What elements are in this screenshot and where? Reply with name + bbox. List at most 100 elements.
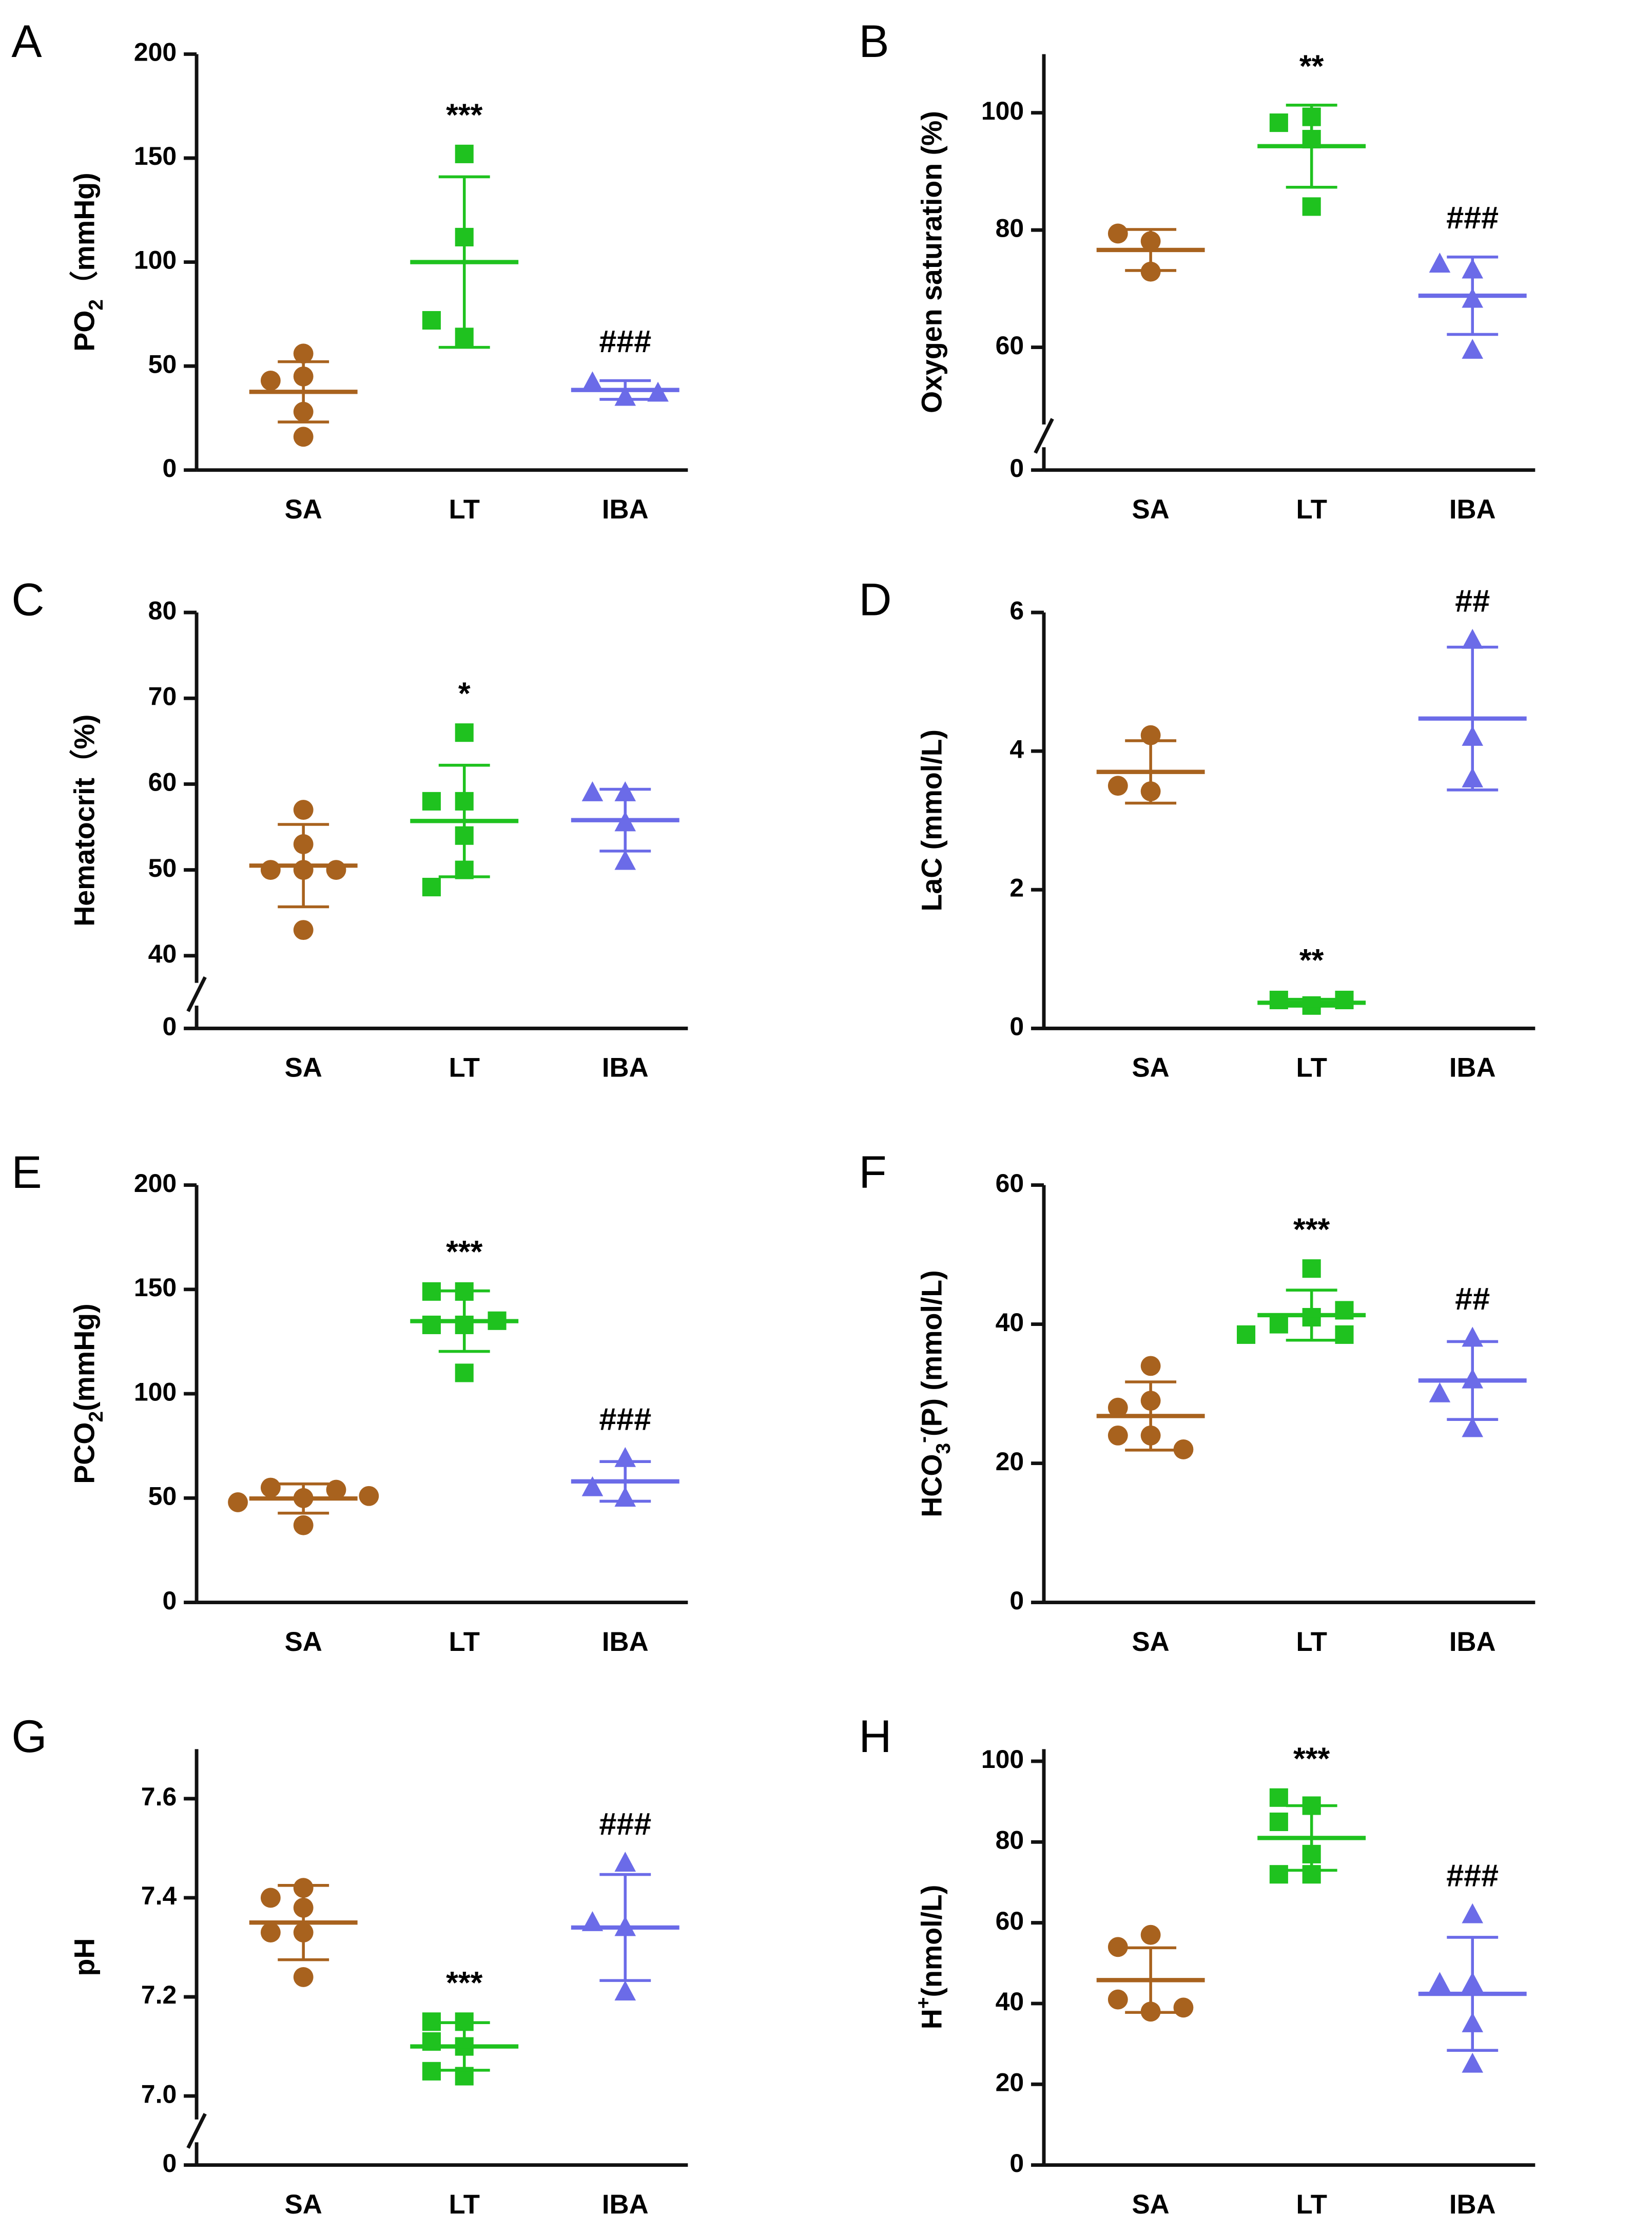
y-tick-label: 7.2 [141, 1980, 177, 2009]
data-point [293, 1515, 314, 1535]
data-point [1140, 1356, 1161, 1376]
data-point [1140, 1925, 1161, 1945]
y-tick-label: 20 [996, 2068, 1024, 2096]
y-tick-label: 150 [134, 142, 177, 170]
y-axis-label-part: PO [68, 311, 100, 352]
data-point [1269, 1788, 1288, 1807]
data-point [1107, 1937, 1128, 1957]
panel-label: C [11, 574, 44, 625]
x-tick-label: LT [1296, 494, 1327, 525]
x-tick-label: SA [285, 2189, 322, 2220]
x-tick-label: IBA [602, 2189, 649, 2220]
y-axis-label-part: HCO [916, 1454, 947, 1517]
data-point [260, 1922, 281, 1942]
y-axis-label-part: + [912, 1997, 935, 2009]
y-tick-label: 0 [1009, 454, 1024, 483]
data-point [581, 1476, 604, 1496]
data-point [422, 2062, 441, 2081]
data-point [260, 371, 281, 391]
x-tick-label: SA [1132, 1053, 1170, 1083]
y-axis-label: LaC (mmol/L) [916, 729, 947, 911]
data-point [293, 920, 314, 940]
data-point [1335, 990, 1354, 1010]
x-tick-label: IBA [1449, 494, 1496, 525]
data-point [422, 792, 441, 811]
x-tick-label: LT [449, 2189, 479, 2220]
panel-label: G [11, 1711, 47, 1762]
axis-break [186, 976, 207, 1012]
data-point [1269, 1865, 1288, 1884]
data-point [455, 723, 474, 742]
significance-label: ### [599, 1402, 651, 1437]
data-point [1269, 1315, 1288, 1334]
data-point [1429, 253, 1451, 273]
panel: G 0 7.0 7.2 7.4 7.6 pH SA LT *** IBA ### [11, 1711, 688, 2220]
y-axis-label: Hematocrit（%) [68, 715, 100, 927]
y-tick-label: 80 [996, 1825, 1024, 1854]
panel: C 0 40 50 60 70 80 Hematocrit（%) SA LT * IBA [11, 574, 688, 1083]
data-point [1173, 1997, 1194, 2018]
y-tick-label: 6 [1009, 596, 1024, 625]
x-tick-label: SA [1132, 1627, 1170, 1657]
y-axis-label: PCO2(mmHg) [68, 1303, 107, 1484]
significance-label: ### [599, 324, 651, 359]
x-tick-label: IBA [1449, 2189, 1496, 2220]
data-point [1107, 1989, 1128, 2010]
data-point [260, 860, 281, 880]
data-point [326, 1479, 346, 1500]
y-tick-label: 0 [162, 2149, 177, 2178]
panel-label: D [859, 574, 891, 625]
y-axis-label-part: LaC (mmol/L) [916, 729, 947, 911]
y-tick-label: 0 [1009, 1586, 1024, 1615]
data-point [293, 343, 314, 364]
data-point [293, 1967, 314, 1987]
x-tick-label: LT [449, 1053, 479, 1083]
y-axis-label-part: - [912, 1436, 935, 1443]
data-point [422, 1315, 441, 1334]
data-point [1462, 339, 1484, 359]
y-tick-label: 80 [148, 596, 177, 625]
x-tick-label: IBA [602, 1053, 649, 1083]
y-tick-label: 20 [996, 1447, 1024, 1476]
y-axis-label-part: Oxygen saturation (%) [916, 111, 947, 413]
y-tick-label: 0 [1009, 2149, 1024, 2178]
data-point [1107, 1425, 1128, 1446]
y-tick-label: 100 [981, 1745, 1024, 1774]
data-point [1173, 1439, 1194, 1459]
x-tick-label: SA [1132, 494, 1170, 525]
y-tick-label: 40 [996, 1987, 1024, 2016]
y-axis-label-part: (mmHg) [68, 1303, 100, 1411]
data-point [1237, 1325, 1256, 1344]
panel: A 0 50 100 150 200 PO2（mmHg) SA LT *** IBA ### [11, 16, 688, 525]
x-tick-label: LT [449, 494, 479, 525]
axis-break [1034, 418, 1054, 454]
panel: B 0 60 80 100 Oxygen saturation (%) SA LT ** IBA #… [859, 16, 1536, 525]
data-point [260, 1888, 281, 1908]
x-tick-label: LT [449, 1627, 479, 1657]
data-point [1462, 1903, 1484, 1923]
y-tick-label: 7.6 [141, 1782, 177, 1811]
y-axis-label-part: 2 [85, 1411, 107, 1422]
data-point [228, 1492, 248, 1512]
x-tick-label: IBA [602, 494, 649, 525]
y-tick-label: 0 [1009, 1012, 1024, 1041]
x-tick-label: LT [1296, 2189, 1327, 2220]
significance-label: ### [1446, 1858, 1499, 1893]
data-point [614, 1980, 636, 2001]
significance-label: *** [446, 1234, 483, 1269]
y-axis-label: Oxygen saturation (%) [916, 111, 947, 413]
significance-label: ## [1455, 584, 1490, 619]
data-point [581, 371, 604, 392]
y-axis-label-part: （mmHg) [68, 172, 100, 299]
x-tick-label: LT [1296, 1053, 1327, 1083]
y-tick-label: 50 [148, 350, 177, 378]
y-axis-label-part: 3 [932, 1443, 955, 1454]
panel-label: F [859, 1147, 886, 1198]
data-point [1107, 776, 1128, 796]
y-tick-label: 40 [996, 1308, 1024, 1337]
significance-label: ** [1299, 48, 1324, 83]
data-point [1107, 1397, 1128, 1418]
